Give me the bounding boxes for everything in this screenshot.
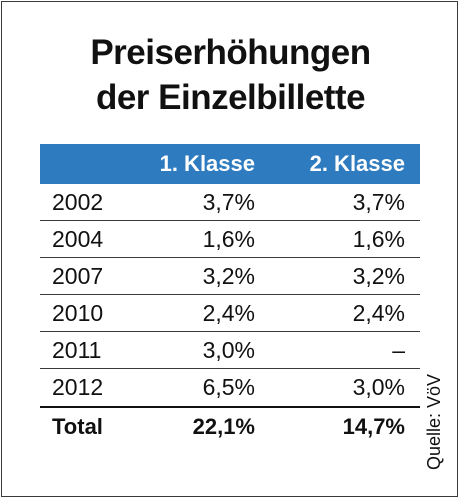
table-row: 2011 3,0% – (40, 332, 420, 369)
table-row: 2007 3,2% 3,2% (40, 258, 420, 295)
row-second-class-value: – (392, 336, 405, 363)
row-year: 2012 (52, 374, 104, 400)
row-first-class-value: 6,5% (202, 374, 255, 400)
row-year: 2004 (52, 225, 104, 252)
total-first-class-value: 22,1% (192, 413, 255, 439)
row-year: 2002 (52, 188, 104, 215)
chart-title: Preiserhöhungen der Einzelbillette (0, 30, 461, 120)
table-header-row: 1. Klasse 2. Klasse (40, 144, 420, 184)
row-second-class-value: 1,6% (352, 225, 405, 252)
row-first-class-value: 3,7% (202, 188, 255, 215)
row-year: 2011 (52, 336, 102, 363)
row-second-class-value: 3,0% (352, 374, 405, 400)
total-second-class-value: 14,7% (342, 413, 405, 439)
table-row: 2010 2,4% 2,4% (40, 295, 420, 332)
chart-title-line-1: Preiserhöhungen (90, 33, 371, 72)
row-second-class-value: 3,2% (352, 262, 405, 289)
table-row: 2004 1,6% 1,6% (40, 221, 420, 258)
total-label: Total (52, 413, 103, 439)
row-year: 2010 (52, 299, 104, 326)
chart-title-line-2: der Einzelbillette (95, 78, 366, 117)
header-first-class: 1. Klasse (159, 151, 255, 176)
row-second-class-value: 2,4% (352, 299, 405, 326)
row-first-class-value: 2,4% (202, 299, 255, 326)
table-row: 2002 3,7% 3,7% (40, 184, 420, 221)
table-row: 2012 6,5% 3,0% (40, 369, 420, 406)
row-first-class-value: 3,2% (202, 262, 255, 289)
source-note: Quelle: VöV (424, 373, 444, 470)
row-year: 2007 (52, 262, 104, 289)
row-first-class-value: 1,6% (202, 225, 255, 252)
price-increase-table: 1. Klasse 2. Klasse 2002 3,7% 3,7% 2004 … (40, 144, 420, 445)
table-total-row: Total 22,1% 14,7% (40, 406, 420, 445)
row-second-class-value: 3,7% (352, 188, 405, 215)
row-first-class-value: 3,0% (202, 336, 255, 363)
header-second-class: 2. Klasse (309, 151, 405, 176)
